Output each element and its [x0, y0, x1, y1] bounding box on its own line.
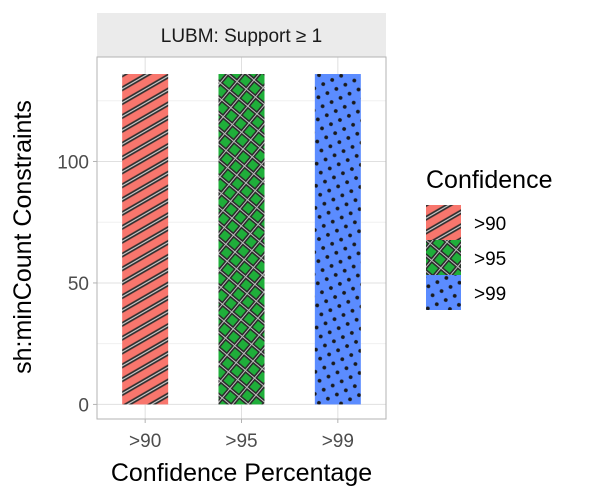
legend-label: >90: [474, 214, 506, 235]
x-tick-label: >99: [322, 431, 354, 452]
legend-label: >95: [474, 249, 506, 270]
y-axis: 0 50 100: [57, 152, 97, 416]
legend-label: >99: [474, 284, 506, 305]
legend-key->95: [426, 240, 461, 275]
y-axis-title: sh:minCount Constraints: [9, 100, 37, 374]
x-axis: >90 >95 >99: [129, 419, 354, 452]
legend-title: Confidence: [426, 166, 552, 194]
plot-panel: [96, 56, 387, 420]
bar->99: [314, 74, 361, 405]
facet-strip-label: LUBM: Support ≥ 1: [161, 26, 322, 47]
legend: Confidence >90 >95 >99: [426, 166, 552, 310]
legend-key->90: [426, 205, 461, 240]
x-tick-label: >90: [129, 431, 161, 452]
x-tick-label: >95: [225, 431, 257, 452]
bar->90: [122, 74, 169, 405]
x-axis-title: Confidence Percentage: [111, 459, 372, 487]
facet-strip: [97, 13, 386, 57]
legend-key->99: [426, 275, 461, 310]
y-tick-label: 100: [57, 152, 89, 173]
bar->95: [218, 74, 265, 405]
y-tick-label: 50: [68, 274, 89, 295]
y-tick-label: 0: [78, 395, 89, 416]
